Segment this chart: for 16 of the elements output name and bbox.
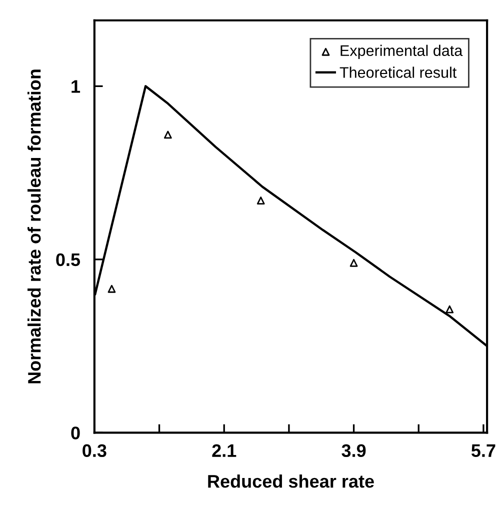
point — [164, 130, 172, 139]
x-axis-title: Reduced shear rate — [208, 474, 374, 488]
y-tick-label: 0.5 — [56, 253, 80, 266]
point — [108, 284, 116, 293]
x-tick-label: 3.9 — [342, 444, 366, 458]
x-tick-label: 2.1 — [212, 444, 236, 457]
x-tick-label: 5.7 — [471, 444, 496, 458]
legend-label: Theoretical result — [340, 66, 457, 78]
y-tick-label: 0 — [71, 426, 80, 440]
y-axis-title: Normalized rate of rouleau formation — [28, 70, 41, 384]
legend-label: Experimental data — [340, 44, 463, 60]
point — [256, 196, 265, 204]
x-tick-label: 0.3 — [82, 444, 106, 458]
y-tick-label: 1 — [72, 80, 80, 93]
point — [446, 305, 454, 314]
point — [350, 258, 358, 267]
